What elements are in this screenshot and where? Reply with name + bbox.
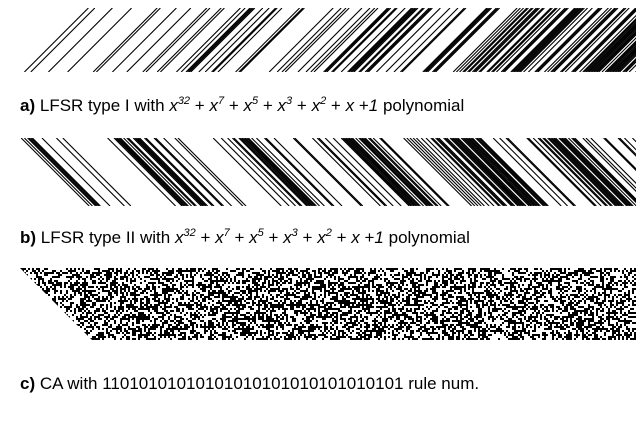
term-base: x	[249, 228, 258, 247]
term-base: x	[351, 228, 360, 247]
operator: +	[359, 96, 369, 115]
caption-label: c)	[20, 374, 35, 393]
operator: +	[337, 228, 347, 247]
term-exponent: 5	[252, 95, 258, 107]
operator: +	[297, 96, 307, 115]
caption-label: b)	[20, 228, 36, 247]
caption-text: LFSR type II with	[41, 228, 170, 247]
operator: +	[303, 228, 313, 247]
term-exponent: 5	[258, 227, 264, 239]
term-base: x	[317, 228, 326, 247]
term-base: 1	[374, 228, 383, 247]
caption-suffix: polynomial	[383, 96, 464, 115]
term-base: x	[312, 96, 321, 115]
stripes	[0, 8, 636, 72]
term-base: x	[215, 228, 224, 247]
lfsr-type-2-pattern	[0, 130, 636, 215]
term-exponent: 3	[286, 95, 292, 107]
term-base: x	[244, 96, 253, 115]
caption-text: LFSR type I with	[40, 96, 165, 115]
term-exponent: 7	[218, 95, 224, 107]
caption-text: CA with 11010101010101010101010101010101…	[40, 374, 479, 393]
term-base: x	[283, 228, 292, 247]
term-base: x	[278, 96, 287, 115]
caption-suffix: polynomial	[389, 228, 470, 247]
operator: +	[229, 96, 239, 115]
term-exponent: 3	[292, 227, 298, 239]
caption-a: a) LFSR type I with x32 + x7 + x5 + x3 +…	[20, 96, 464, 116]
caption-c: c) CA with 11010101010101010101010101010…	[20, 374, 479, 394]
caption-b: b) LFSR type II with x32 + x7 + x5 + x3 …	[20, 228, 470, 248]
operator: +	[195, 96, 205, 115]
cells	[20, 268, 636, 340]
operator: +	[364, 228, 374, 247]
term-exponent: 32	[178, 95, 190, 107]
page: a) LFSR type I with x32 + x7 + x5 + x3 +…	[0, 0, 636, 428]
term-exponent: 2	[320, 95, 326, 107]
term-base: x	[209, 96, 218, 115]
term-exponent: 7	[224, 227, 230, 239]
term-base: x	[346, 96, 355, 115]
term-base: x	[169, 96, 178, 115]
operator: +	[200, 228, 210, 247]
term-exponent: 32	[183, 227, 195, 239]
term-base: 1	[369, 96, 378, 115]
operator: +	[263, 96, 273, 115]
lfsr-type-1-pattern	[0, 0, 636, 80]
operator: +	[234, 228, 244, 247]
operator: +	[331, 96, 341, 115]
term-exponent: 2	[326, 227, 332, 239]
operator: +	[269, 228, 279, 247]
caption-label: a)	[20, 96, 35, 115]
ca-pattern	[0, 262, 636, 347]
stripes	[0, 138, 636, 206]
